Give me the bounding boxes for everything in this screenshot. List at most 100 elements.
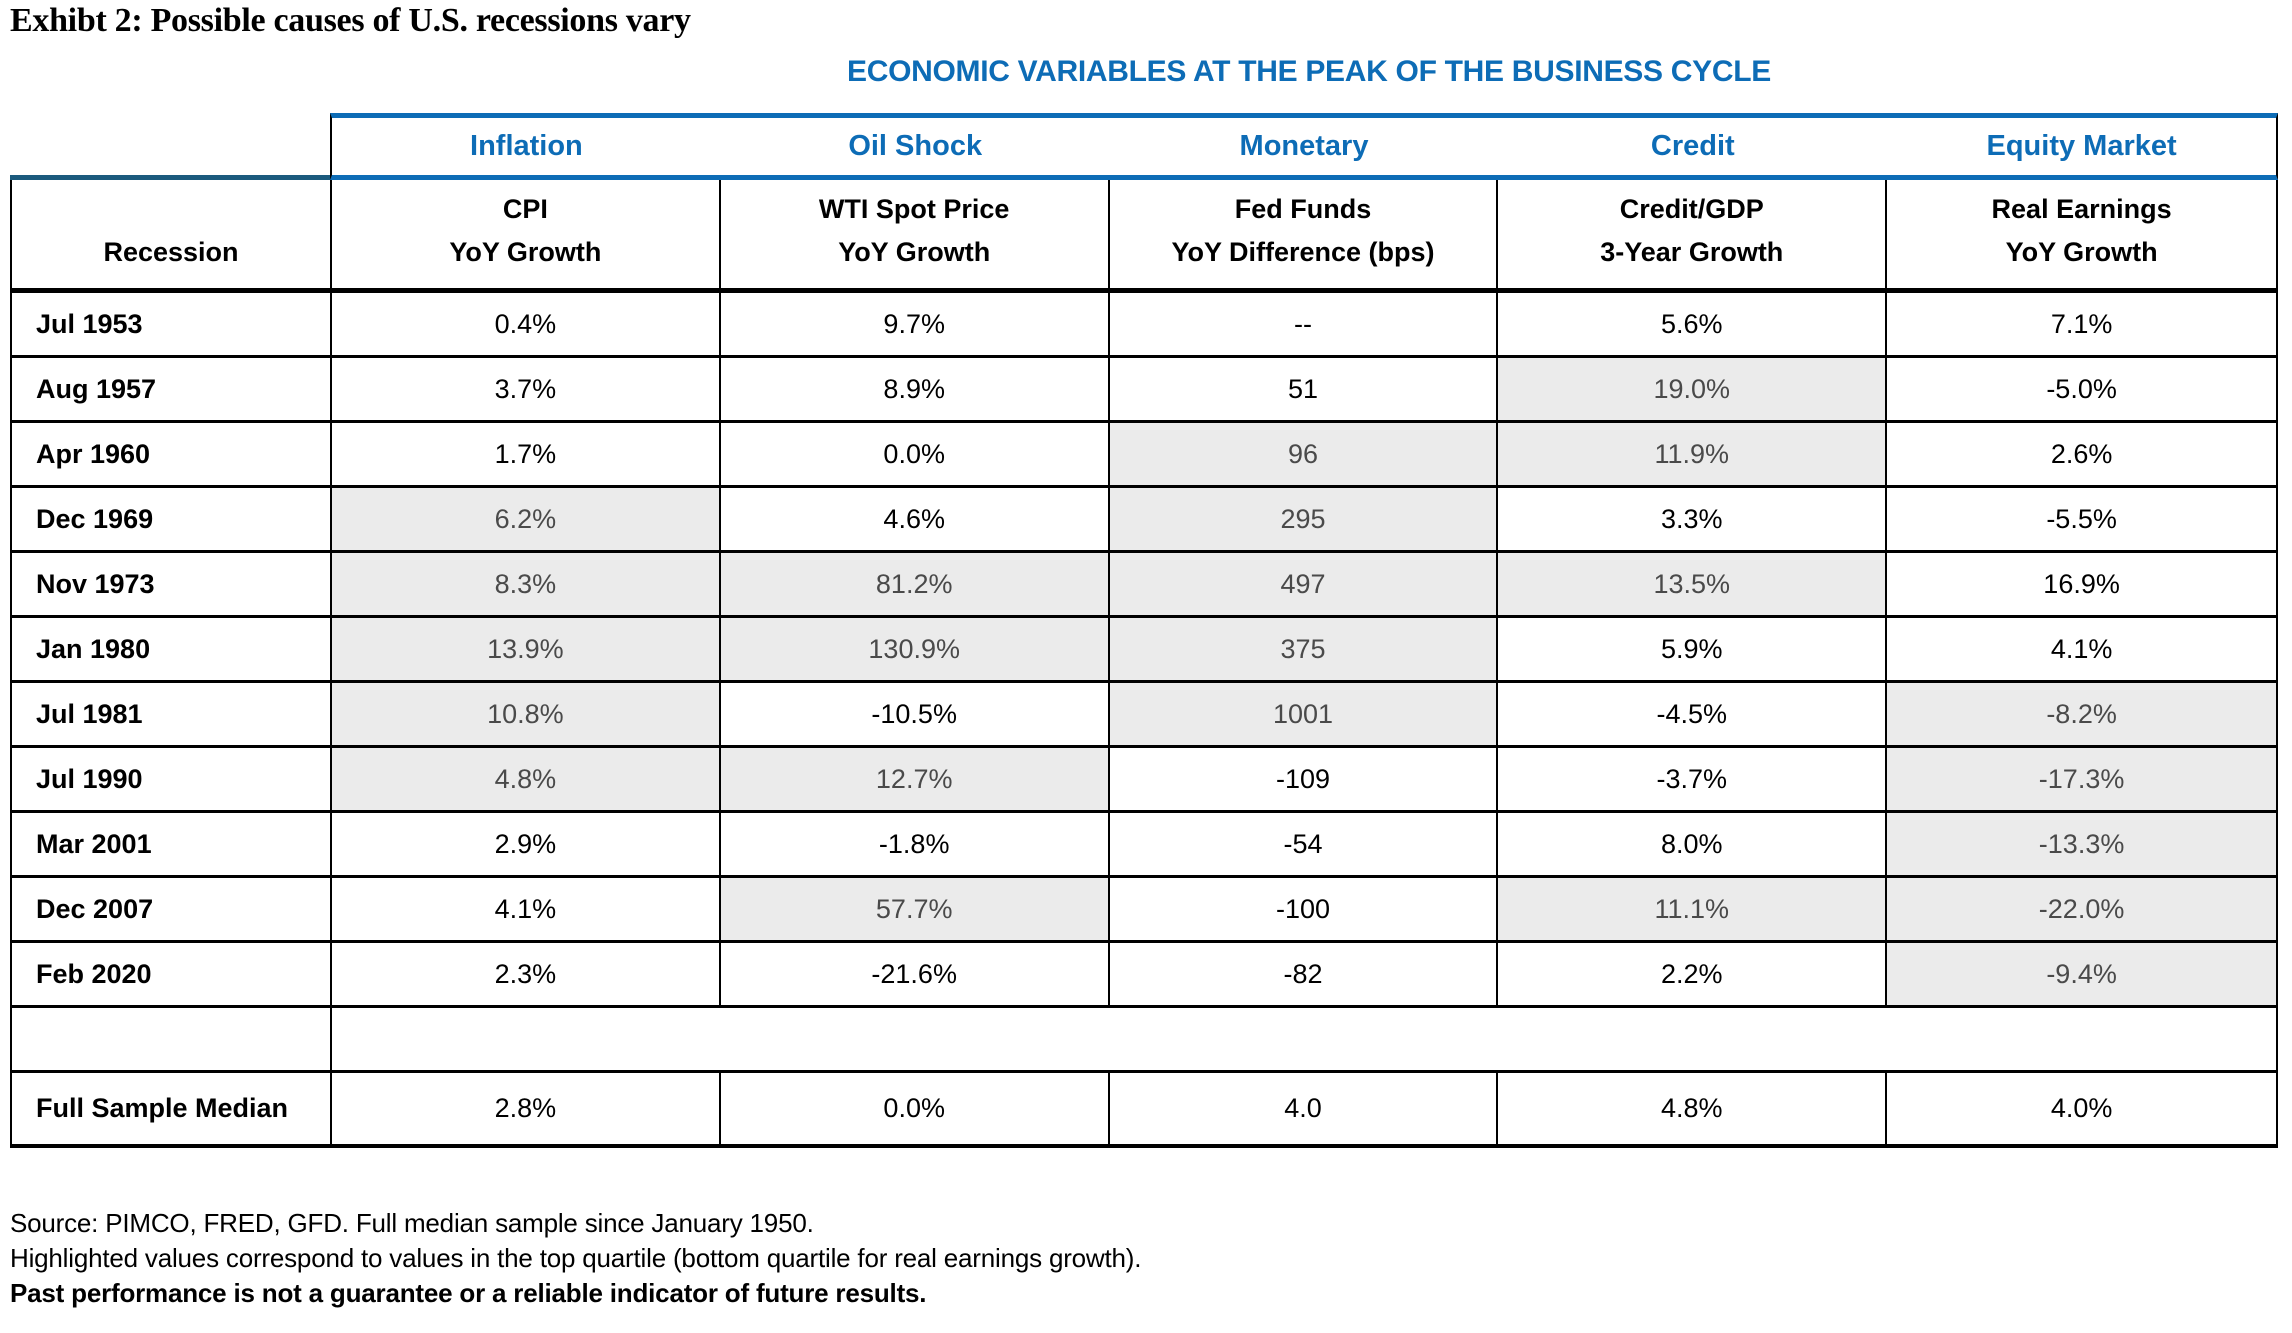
subheader-cpi: CPI YoY Growth	[332, 180, 721, 288]
value-cell: 8.3%	[332, 553, 721, 615]
value-cell: 5.6%	[1498, 293, 1888, 355]
summary-value-real-earnings: 4.0%	[2050, 1093, 2113, 1123]
value-cell: 96	[1109, 423, 1499, 485]
row-label: Dec 1969	[12, 488, 332, 550]
summary-row: Full Sample Median 2.8% 0.0% 4.0 4.8% 4.…	[10, 1073, 2278, 1148]
value-cell: 4.1%	[2050, 633, 2113, 664]
value-cell: 4.8%	[332, 748, 721, 810]
value-cell: 6.2%	[332, 488, 721, 550]
exhibit-title: Exhibt 2: Possible causes of U.S. recess…	[10, 2, 691, 39]
value-cell: 0.4%	[332, 293, 721, 355]
value-cell: -1.8%	[721, 813, 1110, 875]
table-row: Mar 2001 2.9% -1.8% -54 8.0% -13.3%	[10, 813, 2278, 878]
table-row: Dec 1969 6.2% 4.6% 295 3.3% -5.5%	[10, 488, 2278, 553]
row-label: Jul 1953	[12, 293, 332, 355]
value-cell: 497	[1109, 553, 1499, 615]
summary-value-wti: 0.0%	[721, 1073, 1110, 1144]
value-cell: 0.0%	[721, 423, 1110, 485]
value-cell: 295	[1109, 488, 1499, 550]
value-cell: 375	[1109, 618, 1499, 680]
subheader-fed-funds: Fed Funds YoY Difference (bps)	[1110, 180, 1499, 288]
category-cells: Inflation Oil Shock Monetary Credit Equi…	[330, 113, 2278, 180]
spacer-data-cell	[332, 1008, 2276, 1070]
value-cell: 4.6%	[721, 488, 1110, 550]
footnote-source: Source: PIMCO, FRED, GFD. Full median sa…	[10, 1208, 814, 1238]
subheader-row: Recession CPI YoY Growth WTI Spot Price …	[10, 180, 2278, 293]
stub-header-label: Recession	[103, 237, 239, 267]
spacer-row	[10, 1008, 2278, 1073]
table-row: Jul 1981 10.8% -10.5% 1001 -4.5% -8.2%	[10, 683, 2278, 748]
value-cell: 2.2%	[1498, 943, 1888, 1005]
summary-row-label: Full Sample Median	[12, 1073, 332, 1144]
category-credit: Credit	[1650, 130, 1735, 162]
row-label: Nov 1973	[12, 553, 332, 615]
footnote-highlight: Highlighted values correspond to values …	[10, 1243, 1142, 1273]
row-label: Mar 2001	[12, 813, 332, 875]
value-cell: 12.7%	[720, 748, 1110, 810]
subheader-real-earnings: Real Earnings YoY Growth	[1991, 194, 2172, 267]
value-cell: 51	[1110, 358, 1499, 420]
value-cell: -21.6%	[721, 943, 1110, 1005]
value-cell: 2.6%	[2050, 438, 2113, 469]
value-cell: 13.5%	[1498, 553, 1888, 615]
table-row: Aug 1957 3.7% 8.9% 51 19.0% -5.0%	[10, 358, 2278, 423]
value-cell: 16.9%	[2043, 568, 2120, 599]
value-cell: -4.5%	[1498, 683, 1888, 745]
value-cell: 11.1%	[1498, 878, 1888, 940]
table-row: Jul 1990 4.8% 12.7% -109 -3.7% -17.3%	[10, 748, 2278, 813]
value-cell: -3.7%	[1498, 748, 1888, 810]
value-cell: -22.0%	[1887, 878, 2276, 940]
summary-value-cpi: 2.8%	[332, 1073, 721, 1144]
table-banner: ECONOMIC VARIABLES AT THE PEAK OF THE BU…	[847, 55, 1771, 88]
row-label: Feb 2020	[12, 943, 332, 1005]
value-cell: -9.4%	[1887, 943, 2276, 1005]
value-cell: -5.0%	[2046, 373, 2117, 404]
recession-causes-table: Inflation Oil Shock Monetary Credit Equi…	[10, 113, 2278, 1148]
table-row: Dec 2007 4.1% 57.7% -100 11.1% -22.0%	[10, 878, 2278, 943]
value-cell: 57.7%	[720, 878, 1110, 940]
value-cell: --	[1110, 293, 1499, 355]
value-cell: -5.5%	[2046, 503, 2117, 534]
value-cell: -8.2%	[1887, 683, 2276, 745]
category-oil-shock: Oil Shock	[848, 130, 983, 162]
value-cell: 19.0%	[1498, 358, 1888, 420]
value-cell: 81.2%	[720, 553, 1110, 615]
value-cell: 1.7%	[332, 423, 721, 485]
subheader-wti: WTI Spot Price YoY Growth	[721, 180, 1110, 288]
footnotes: Source: PIMCO, FRED, GFD. Full median sa…	[10, 1206, 1141, 1311]
value-cell: 130.9%	[720, 618, 1110, 680]
table-row: Feb 2020 2.3% -21.6% -82 2.2% -9.4%	[10, 943, 2278, 1008]
category-equity-market: Equity Market	[1986, 130, 2177, 162]
value-cell: 4.1%	[332, 878, 721, 940]
stub-header: Recession	[12, 180, 332, 288]
value-cell: -17.3%	[1887, 748, 2276, 810]
value-cell: -109	[1110, 748, 1499, 810]
value-cell: 3.3%	[1498, 488, 1888, 550]
row-label: Apr 1960	[12, 423, 332, 485]
category-inflation: Inflation	[470, 130, 583, 162]
stub-spacer	[10, 113, 330, 180]
row-label: Aug 1957	[12, 358, 332, 420]
value-cell: 2.3%	[332, 943, 721, 1005]
row-label: Jul 1990	[12, 748, 332, 810]
footnote-disclaimer: Past performance is not a guarantee or a…	[10, 1278, 927, 1308]
table-row: Apr 1960 1.7% 0.0% 96 11.9% 2.6%	[10, 423, 2278, 488]
row-label: Jan 1980	[12, 618, 332, 680]
value-cell: -100	[1110, 878, 1499, 940]
table-row: Nov 1973 8.3% 81.2% 497 13.5% 16.9%	[10, 553, 2278, 618]
value-cell: 11.9%	[1498, 423, 1888, 485]
value-cell: 9.7%	[721, 293, 1110, 355]
value-cell: 8.9%	[721, 358, 1110, 420]
value-cell: 8.0%	[1498, 813, 1888, 875]
value-cell: -10.5%	[721, 683, 1110, 745]
value-cell: -54	[1110, 813, 1499, 875]
table-row: Jul 1953 0.4% 9.7% -- 5.6% 7.1%	[10, 293, 2278, 358]
value-cell: 10.8%	[332, 683, 721, 745]
value-cell: 7.1%	[2050, 308, 2113, 339]
summary-value-credit-gdp: 4.8%	[1498, 1073, 1888, 1144]
value-cell: 5.9%	[1498, 618, 1888, 680]
category-monetary: Monetary	[1239, 130, 1369, 162]
value-cell: 2.9%	[332, 813, 721, 875]
table-body: Jul 1953 0.4% 9.7% -- 5.6% 7.1% Aug 1957…	[10, 293, 2278, 1008]
subheader-credit-gdp: Credit/GDP 3-Year Growth	[1498, 180, 1888, 288]
